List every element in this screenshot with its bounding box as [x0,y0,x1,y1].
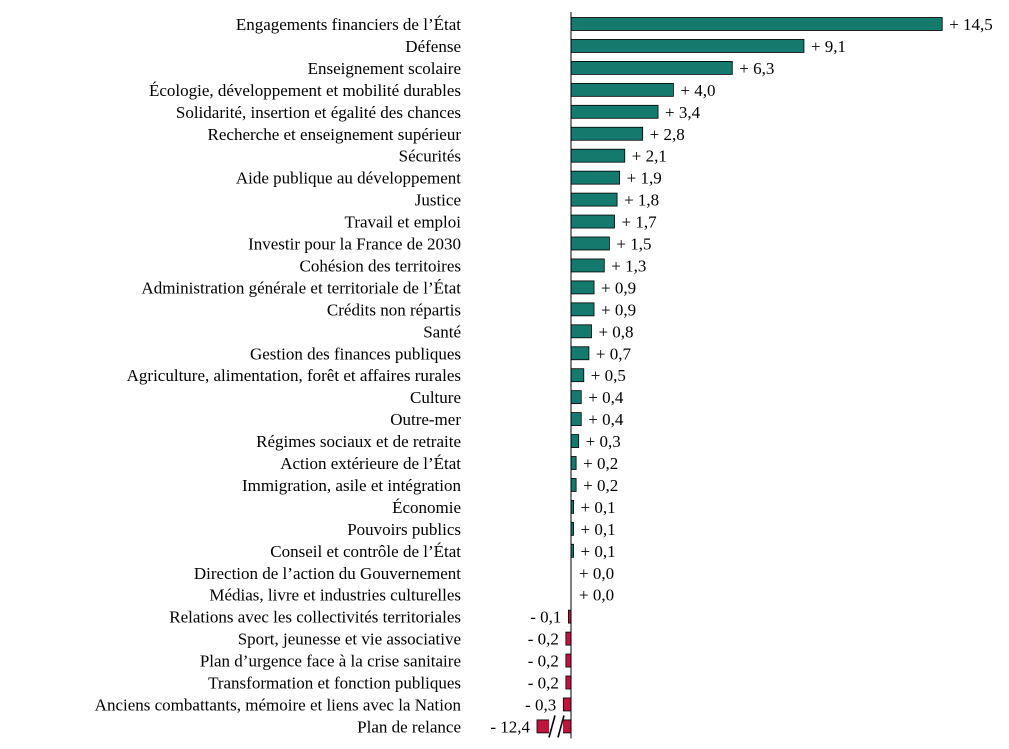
category-label: Médias, livre et industries culturelles [209,586,461,605]
category-label: Agriculture, alimentation, forêt et affa… [127,366,461,385]
bar [570,346,590,361]
category-label: Enseignement scolaire [308,59,461,78]
category-label: Recherche et enseignement supérieur [208,125,462,144]
bar [570,148,626,163]
value-label: + 6,3 [739,59,774,78]
value-label: + 0,3 [586,432,621,451]
bar [565,653,572,668]
value-label: + 3,4 [665,103,701,122]
bar [570,104,659,119]
category-label: Immigration, asile et intégration [242,476,462,495]
value-label: + 9,1 [811,37,846,56]
value-label: + 0,9 [601,300,636,319]
break-slash [557,715,565,738]
bar [570,170,621,185]
bar [570,17,943,31]
bar [570,390,582,405]
value-label: + 0,7 [596,344,632,363]
category-label: Administration générale et territoriale … [141,278,461,297]
category-label: Écologie, développement et mobilité dura… [149,81,461,100]
category-label: Aide publique au développement [236,169,461,188]
value-label: + 0,1 [581,520,616,539]
category-label: Plan d’urgence face à la crise sanitaire [200,652,461,671]
category-label: Sécurités [399,147,461,166]
value-label: + 1,7 [622,213,658,232]
bar [570,280,595,295]
category-label: Direction de l’action du Gouvernement [194,564,461,583]
bar [570,434,580,448]
value-label: + 0,8 [598,322,633,341]
category-label: Économie [392,498,461,517]
category-label: Défense [405,37,461,56]
category-label: Solidarité, insertion et égalité des cha… [176,103,461,122]
value-label: + 0,4 [588,388,624,407]
category-label: Plan de relance [357,717,461,736]
bar [570,61,733,75]
category-label: Justice [415,191,461,210]
value-label: - 0,2 [528,630,559,649]
value-label: + 0,4 [588,410,624,429]
value-label: + 1,9 [627,169,662,188]
value-label: + 0,2 [583,454,618,473]
value-label: - 0,1 [530,608,561,627]
category-label: Transformation et fonction publiques [208,674,461,693]
category-label: Régimes sociaux et de retraite [256,432,461,451]
value-label: + 0,1 [581,498,616,517]
category-label: Culture [410,388,461,407]
bar [565,631,572,646]
category-label: Gestion des finances publiques [250,344,461,363]
category-label: Investir pour la France de 2030 [248,235,461,254]
value-label: + 0,0 [579,564,614,583]
value-label: + 4,0 [680,81,715,100]
value-label: - 0,3 [525,695,556,714]
value-label: + 1,8 [624,191,659,210]
value-label: + 14,5 [949,15,993,34]
value-label: + 1,3 [611,256,646,275]
bar [570,236,610,251]
category-label: Sport, jeunesse et vie associative [238,630,461,649]
bar [570,368,585,383]
bar [570,324,592,339]
category-label: Outre-mer [390,410,461,429]
category-label: Santé [423,322,461,341]
bar [570,39,805,53]
bar [570,258,605,273]
category-label: Action extérieure de l’État [280,454,461,473]
category-label: Pouvoirs publics [347,520,461,539]
value-labels-group: + 14,5 + 9,1 + 6,3 + 4,0 + 3,4 + 2,8 + 2,1 + 1,… [490,15,992,736]
value-label: - 12,4 [490,717,530,736]
bar [570,214,615,229]
value-label: + 0,1 [581,542,616,561]
value-label: + 2,1 [632,147,667,166]
category-label: Cohésion des territoires [300,256,461,275]
value-label: + 2,8 [650,125,685,144]
category-label: Conseil et contrôle de l’État [270,542,461,561]
value-label: + 0,2 [583,476,618,495]
bar [570,456,577,470]
bar [570,82,674,97]
bar [570,478,577,492]
value-label: - 0,2 [528,674,559,693]
category-label: Anciens combattants, mémoire et liens av… [95,695,462,714]
break-slash [548,715,556,738]
value-label: + 0,9 [601,278,636,297]
bar [570,302,595,317]
value-label: + 0,0 [579,586,614,605]
category-label: Travail et emploi [345,213,462,232]
bar [562,697,572,712]
category-label: Relations avec les collectivités territo… [169,608,461,627]
category-label: Crédits non répartis [327,300,461,319]
axis-break-marker [548,715,565,738]
category-labels-group: Engagements financiers de l’État Défense E… [95,15,462,736]
value-label: + 0,5 [591,366,626,385]
bar [570,126,644,141]
value-label: - 0,2 [528,652,559,671]
category-label: Engagements financiers de l’État [236,15,461,34]
bar [570,192,618,207]
bar [570,412,582,427]
bar [565,675,572,690]
value-label: + 1,5 [616,235,651,254]
